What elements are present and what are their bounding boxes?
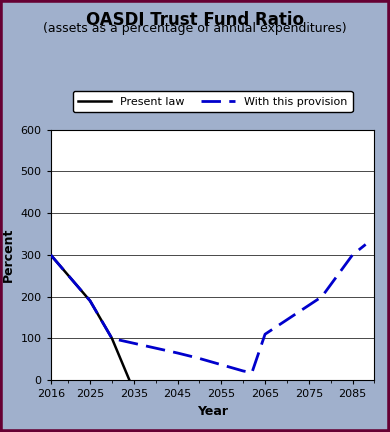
Text: OASDI Trust Fund Ratio: OASDI Trust Fund Ratio xyxy=(86,11,304,29)
Text: (assets as a percentage of annual expenditures): (assets as a percentage of annual expend… xyxy=(43,22,347,35)
Legend: Present law, With this provision: Present law, With this provision xyxy=(73,91,353,112)
X-axis label: Year: Year xyxy=(197,405,228,418)
Y-axis label: Percent: Percent xyxy=(2,228,15,282)
